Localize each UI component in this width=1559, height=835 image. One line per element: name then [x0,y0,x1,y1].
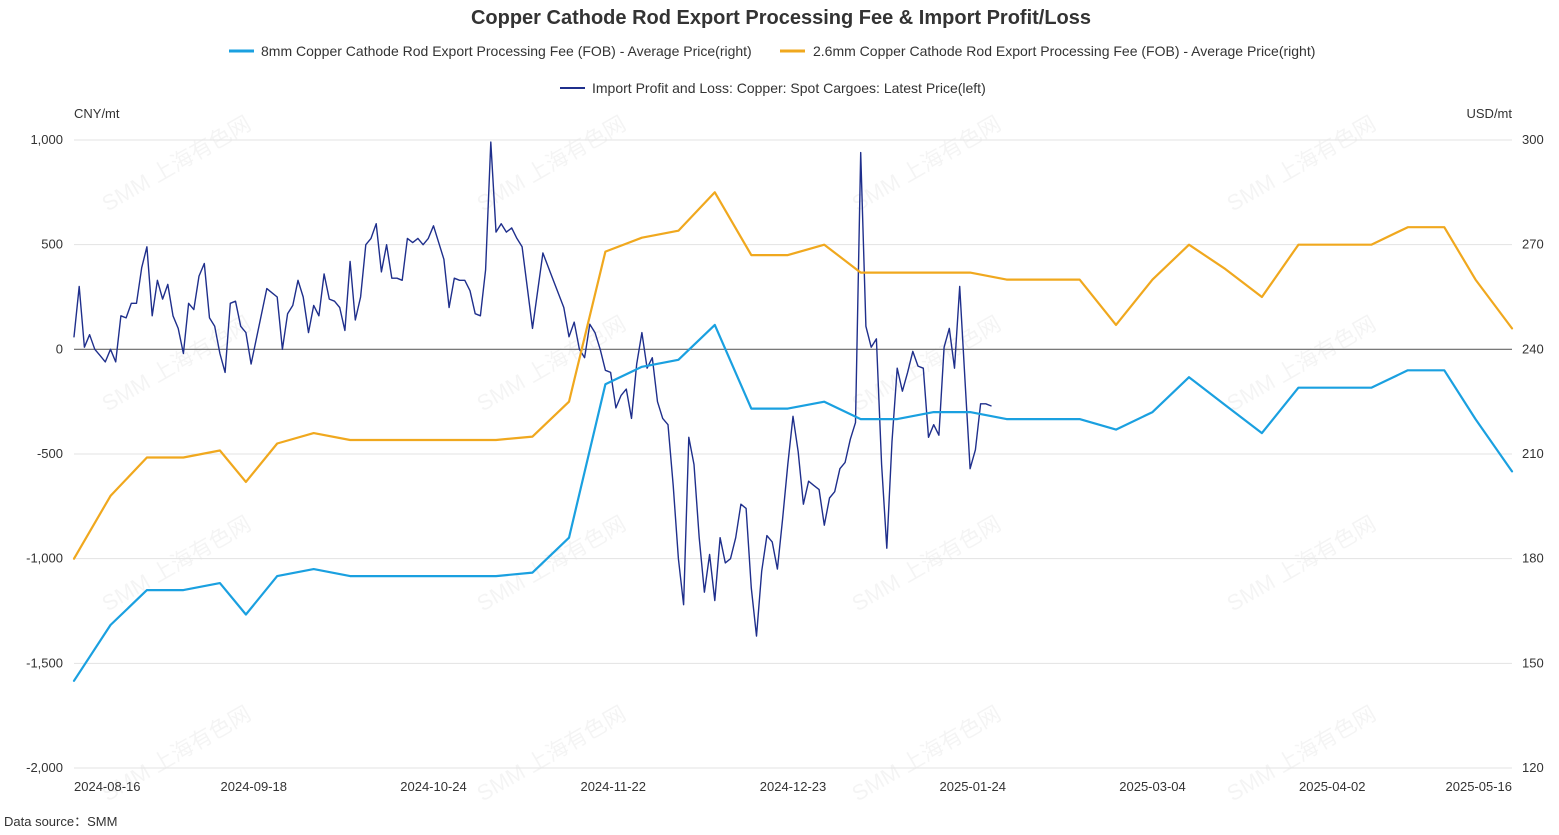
data-source: Data source：SMM [4,814,117,829]
watermark-text: SMM 上海有色网 [97,111,255,216]
legend-label-8mm: 8mm Copper Cathode Rod Export Processing… [261,43,752,59]
legend-item-8mm[interactable]: 8mm Copper Cathode Rod Export Processing… [229,43,752,59]
right-axis-unit: USD/mt [1467,106,1513,121]
x-tick-label: 2024-09-18 [221,779,288,794]
legend-label-2-6mm: 2.6mm Copper Cathode Rod Export Processi… [813,43,1315,59]
watermark-text: SMM 上海有色网 [847,111,1005,216]
legend-item-2-6mm[interactable]: 2.6mm Copper Cathode Rod Export Processi… [780,43,1315,59]
right-axis-ticks: 120 150 180 210 240 270 300 [1522,132,1544,775]
x-tick-label: 2025-04-02 [1299,779,1366,794]
x-tick-label: 2024-12-23 [760,779,827,794]
right-tick-label: 300 [1522,132,1544,147]
grid [74,139,1512,769]
watermark-text: SMM 上海有色网 [472,511,630,616]
right-tick-label: 120 [1522,760,1544,775]
x-tick-label: 2025-01-24 [940,779,1007,794]
series-layer [72,141,1514,682]
x-axis-ticks: 2024-08-16 2024-09-18 2024-10-24 2024-11-22… [74,779,1512,794]
watermark-text: SMM 上海有色网 [1222,111,1380,216]
left-tick-label: -1,000 [26,551,63,566]
left-tick-label: -500 [37,446,63,461]
left-tick-label: 500 [41,237,63,252]
x-tick-label: 2025-03-04 [1119,779,1186,794]
watermark-text: SMM 上海有色网 [97,311,255,416]
watermark-text: SMM 上海有色网 [97,511,255,616]
watermark-text: SMM 上海有色网 [1222,311,1380,416]
left-tick-label: 0 [56,341,63,356]
chart-title: Copper Cathode Rod Export Processing Fee… [471,7,1091,29]
watermark-text: SMM 上海有色网 [472,311,630,416]
legend-item-import-profit[interactable]: Import Profit and Loss: Copper: Spot Car… [560,80,986,96]
x-tick-label: 2024-11-22 [580,779,646,794]
watermark-text: SMM 上海有色网 [472,111,630,216]
right-tick-label: 150 [1522,655,1544,670]
right-tick-label: 180 [1522,551,1544,566]
left-axis-ticks: -2,000 -1,500 -1,000 -500 0 500 1,000 [26,132,63,775]
watermark-text: SMM 上海有色网 [1222,511,1380,616]
watermark-text: SMM 上海有色网 [847,511,1005,616]
x-tick-label: 2024-08-16 [74,779,141,794]
right-tick-label: 210 [1522,446,1544,461]
x-tick-label: 2025-05-16 [1446,779,1513,794]
right-tick-label: 240 [1522,341,1544,356]
watermark-layer: SMM 上海有色网 SMM 上海有色网 SMM 上海有色网 SMM 上海有色网 SMM … [97,111,1380,806]
x-tick-label: 2024-10-24 [400,779,467,794]
left-axis-unit: CNY/mt [74,106,120,121]
left-tick-label: -1,500 [26,655,63,670]
left-tick-label: 1,000 [30,132,63,147]
right-tick-label: 270 [1522,237,1544,252]
series-line-2-6mm[interactable] [72,191,1514,560]
legend: 8mm Copper Cathode Rod Export Processing… [229,43,1315,96]
series-line-8mm[interactable] [72,323,1514,682]
legend-label-import-profit: Import Profit and Loss: Copper: Spot Car… [592,80,986,96]
left-tick-label: -2,000 [26,760,63,775]
series-line-import-profit[interactable] [73,141,992,637]
